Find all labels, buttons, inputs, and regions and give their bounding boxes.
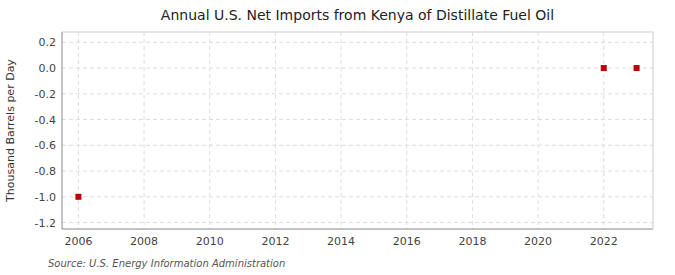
x-tick-label: 2018 [458,235,486,248]
y-grid-line [62,119,653,120]
x-tick-label: 2006 [64,235,92,248]
point [634,65,640,71]
y-axis-label: Thousand Barrels per Day [4,59,17,203]
x-tick-label: 2012 [261,235,289,248]
x-grid-line [603,32,604,229]
y-grid-line [62,171,653,172]
source-note: Source: U.S. Energy Information Administ… [48,258,285,269]
x-tick-label: 2014 [327,235,355,248]
y-tick-label: -0.4 [35,114,56,127]
x-grid-line [209,32,210,229]
y-tick-label: -1.2 [35,217,56,230]
x-tick-label: 2008 [130,235,158,248]
y-grid-line [62,196,653,197]
y-grid-line [62,93,653,94]
chart: 2006 2008 2010 2012 2014 2016 2018 2020 2022 0.2 0… [0,0,675,275]
point [601,65,607,71]
y-tick-label: 0.2 [39,36,57,49]
y-grid-line [62,42,653,43]
y-tick-label: -0.8 [35,165,56,178]
point [75,194,81,200]
y-axis-line [62,32,63,229]
x-grid-line [472,32,473,229]
y-tick-label: 0.0 [39,62,57,75]
grid [62,32,653,229]
plot-frame-right [653,32,654,229]
x-tick-label: 2020 [524,235,552,248]
x-axis-line [62,229,653,230]
x-grid-line [406,32,407,229]
x-grid-line [275,32,276,229]
x-grid-line [341,32,342,229]
plot-frame-top [62,32,653,33]
y-grid-line [62,68,653,69]
y-tick-label: -0.2 [35,88,56,101]
background [0,0,675,275]
y-grid-line [62,145,653,146]
x-grid-line [538,32,539,229]
y-tick-label: -0.6 [35,139,56,152]
x-grid-line [144,32,145,229]
x-tick-label: 2010 [196,235,224,248]
y-tick-label: -1.0 [35,191,56,204]
points [75,65,639,200]
x-tick-label: 2022 [590,235,618,248]
y-grid-line [62,222,653,223]
title: Annual U.S. Net Imports from Kenya of Di… [161,7,554,23]
x-tick-label: 2016 [393,235,421,248]
